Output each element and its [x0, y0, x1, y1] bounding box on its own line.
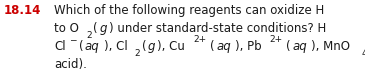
Text: to O: to O	[54, 22, 79, 35]
Text: aq: aq	[85, 40, 99, 53]
Text: 2: 2	[134, 49, 140, 58]
Text: −: −	[69, 35, 77, 44]
Text: 2+: 2+	[193, 35, 206, 44]
Text: g: g	[99, 22, 107, 35]
Text: 2: 2	[86, 31, 92, 40]
Text: ), MnO: ), MnO	[311, 40, 350, 53]
Text: (: (	[210, 40, 215, 53]
Text: (: (	[142, 40, 146, 53]
Text: ) under standard-state conditions? H: ) under standard-state conditions? H	[109, 22, 326, 35]
Text: acid).: acid).	[54, 58, 87, 71]
Text: ), Pb: ), Pb	[235, 40, 262, 53]
Text: Cl: Cl	[54, 40, 66, 53]
Text: 18.14: 18.14	[4, 4, 41, 17]
Text: ), Cl: ), Cl	[104, 40, 127, 53]
Text: aq: aq	[216, 40, 231, 53]
Text: (: (	[79, 40, 83, 53]
Text: 4: 4	[362, 49, 365, 58]
Text: (: (	[93, 22, 98, 35]
Text: g: g	[147, 40, 155, 53]
Text: (: (	[287, 40, 291, 53]
Text: 2+: 2+	[269, 35, 283, 44]
Text: ), Cu: ), Cu	[157, 40, 185, 53]
Text: aq: aq	[292, 40, 307, 53]
Text: Which of the following reagents can oxidize H: Which of the following reagents can oxid…	[54, 4, 324, 17]
